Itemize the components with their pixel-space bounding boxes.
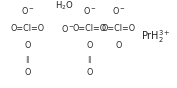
Text: O: O xyxy=(86,41,93,50)
Text: O: O xyxy=(24,68,31,77)
Text: H$_2$O: H$_2$O xyxy=(55,0,74,12)
Text: O$^-$: O$^-$ xyxy=(61,23,75,34)
Text: O$^-$: O$^-$ xyxy=(21,5,34,17)
Text: O: O xyxy=(116,41,122,50)
Text: O=Cl=O: O=Cl=O xyxy=(72,24,106,33)
Text: O: O xyxy=(86,68,93,77)
Text: $\|$: $\|$ xyxy=(87,54,92,65)
Text: O=Cl=O: O=Cl=O xyxy=(102,24,136,33)
Text: $\|$: $\|$ xyxy=(25,54,30,65)
Text: O=Cl=O: O=Cl=O xyxy=(10,24,44,33)
Text: O$^-$: O$^-$ xyxy=(112,5,126,17)
Text: O: O xyxy=(24,41,31,50)
Text: PrH$_2^{3+}$: PrH$_2^{3+}$ xyxy=(141,29,171,45)
Text: O$^-$: O$^-$ xyxy=(83,5,96,17)
